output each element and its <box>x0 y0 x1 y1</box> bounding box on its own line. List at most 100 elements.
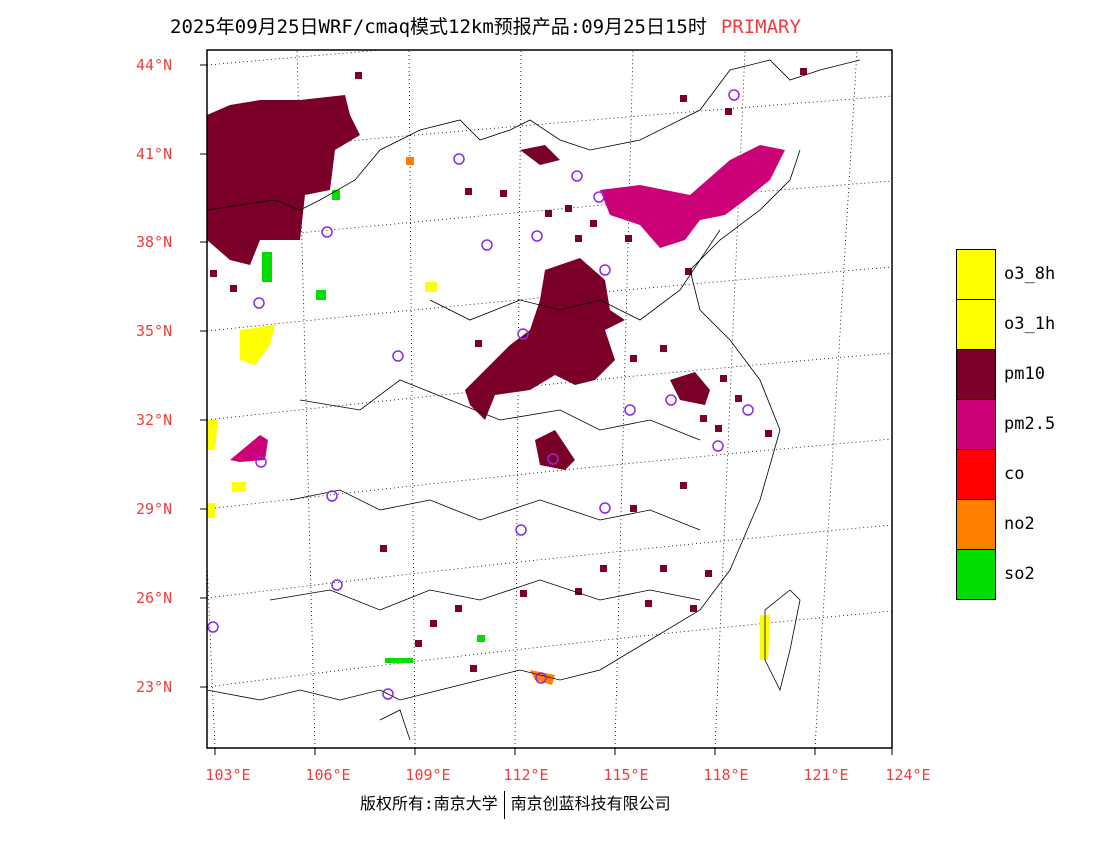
title-tag: PRIMARY <box>720 16 801 38</box>
station-marker <box>624 404 636 416</box>
legend-swatch <box>956 449 996 499</box>
pm10-cell <box>630 505 637 512</box>
pm10-cell <box>470 665 477 672</box>
legend: o3_8h o3_1h pm10 pm2.5 co no2 so2 <box>956 249 1055 600</box>
latitude-line <box>207 180 892 243</box>
legend-label: no2 <box>1004 514 1035 534</box>
pm10-cell <box>465 188 472 195</box>
legend-item: o3_8h <box>956 249 1055 299</box>
lon-label: 121°E <box>803 766 849 784</box>
station-marker <box>515 524 527 536</box>
station-marker <box>481 239 493 251</box>
copyright-company: 南京创蓝科技有限公司 <box>510 794 671 813</box>
pm10-cell <box>685 268 692 275</box>
station-marker <box>593 191 605 203</box>
station-marker <box>253 297 265 309</box>
lon-label: 109°E <box>405 766 451 784</box>
pm10-cell <box>210 270 217 277</box>
pm10-cell <box>415 640 422 647</box>
latitude-line <box>207 352 892 421</box>
station-marker <box>665 394 677 406</box>
pm25-area-northeast <box>600 145 785 248</box>
legend-label: pm2.5 <box>1004 414 1056 434</box>
legend-swatch <box>956 299 996 349</box>
lat-label: 26°N <box>136 589 173 607</box>
lon-label: 103°E <box>205 766 251 784</box>
pm10-cell <box>700 415 707 422</box>
pm10-cell <box>575 588 582 595</box>
pm10-cell <box>230 285 237 292</box>
latitude-line <box>207 438 892 510</box>
title-text: 2025年09月25日WRF/cmaq模式12km预报产品:09月25日15时 <box>170 16 707 38</box>
longitude-line <box>514 50 522 748</box>
station-markers <box>207 89 754 700</box>
lat-label: 35°N <box>136 322 173 340</box>
station-marker <box>599 264 611 276</box>
legend-label: so2 <box>1004 564 1035 584</box>
legend-item: o3_1h <box>956 299 1055 349</box>
station-marker <box>535 672 547 684</box>
legend-item: pm10 <box>956 349 1055 399</box>
latitude-line <box>207 50 387 66</box>
footer-copyright: 版权所有:南京大学 南京创蓝科技有限公司 <box>360 790 671 819</box>
station-marker <box>517 328 529 340</box>
lat-label: 23°N <box>136 678 173 696</box>
lon-label: 115°E <box>603 766 649 784</box>
pm10-cell <box>475 340 482 347</box>
legend-label: pm10 <box>1004 364 1045 384</box>
pm10-area-north <box>520 145 560 165</box>
station-marker <box>326 490 338 502</box>
boundaries <box>207 59 861 741</box>
pm10-cell <box>630 355 637 362</box>
longitude-line <box>714 50 746 748</box>
legend-item: co <box>956 449 1055 499</box>
pm10-cell <box>660 565 667 572</box>
footer-divider <box>503 790 505 819</box>
pm10-cell <box>800 68 807 75</box>
longitude-line <box>408 50 416 748</box>
station-marker <box>728 89 740 101</box>
pm10-cell <box>765 430 772 437</box>
map-frame <box>206 49 893 749</box>
pm10-cell <box>600 565 607 572</box>
pm10-cell <box>705 570 712 577</box>
lon-label: 118°E <box>703 766 749 784</box>
pm10-cell <box>660 345 667 352</box>
pm10-cell <box>725 108 732 115</box>
pm10-cell <box>720 375 727 382</box>
pm10-areas <box>207 95 710 470</box>
longitude-line <box>814 50 858 748</box>
pm10-cell <box>565 205 572 212</box>
legend-label: co <box>1004 464 1025 484</box>
pm10-area-central <box>465 258 625 420</box>
station-marker <box>571 170 583 182</box>
copyright-owner: 版权所有:南京大学 <box>360 794 498 813</box>
lon-label: 124°E <box>885 766 931 784</box>
pm10-cell <box>680 482 687 489</box>
station-marker <box>453 153 465 165</box>
station-marker <box>392 350 404 362</box>
legend-label: o3_1h <box>1004 314 1056 334</box>
pm10-cell <box>500 190 507 197</box>
pm10-cell <box>455 605 462 612</box>
station-marker <box>255 456 267 468</box>
latitude-line <box>207 524 892 599</box>
so2-areas <box>262 190 485 663</box>
pm10-area-east <box>670 372 710 405</box>
station-marker <box>599 502 611 514</box>
pm10-cell <box>380 545 387 552</box>
pm10-cell <box>430 620 437 627</box>
pm10-cell <box>735 395 742 402</box>
pm10-cell <box>715 425 722 432</box>
pm10-cell <box>680 95 687 102</box>
legend-item: pm2.5 <box>956 399 1055 449</box>
lat-label: 29°N <box>136 500 173 518</box>
station-marker <box>531 230 543 242</box>
pm10-cell <box>690 605 697 612</box>
pm10-cell <box>575 235 582 242</box>
station-marker <box>331 579 343 591</box>
lon-label: 112°E <box>503 766 549 784</box>
pm10-cell <box>355 72 362 79</box>
station-marker <box>742 404 754 416</box>
pm10-cell <box>590 220 597 227</box>
